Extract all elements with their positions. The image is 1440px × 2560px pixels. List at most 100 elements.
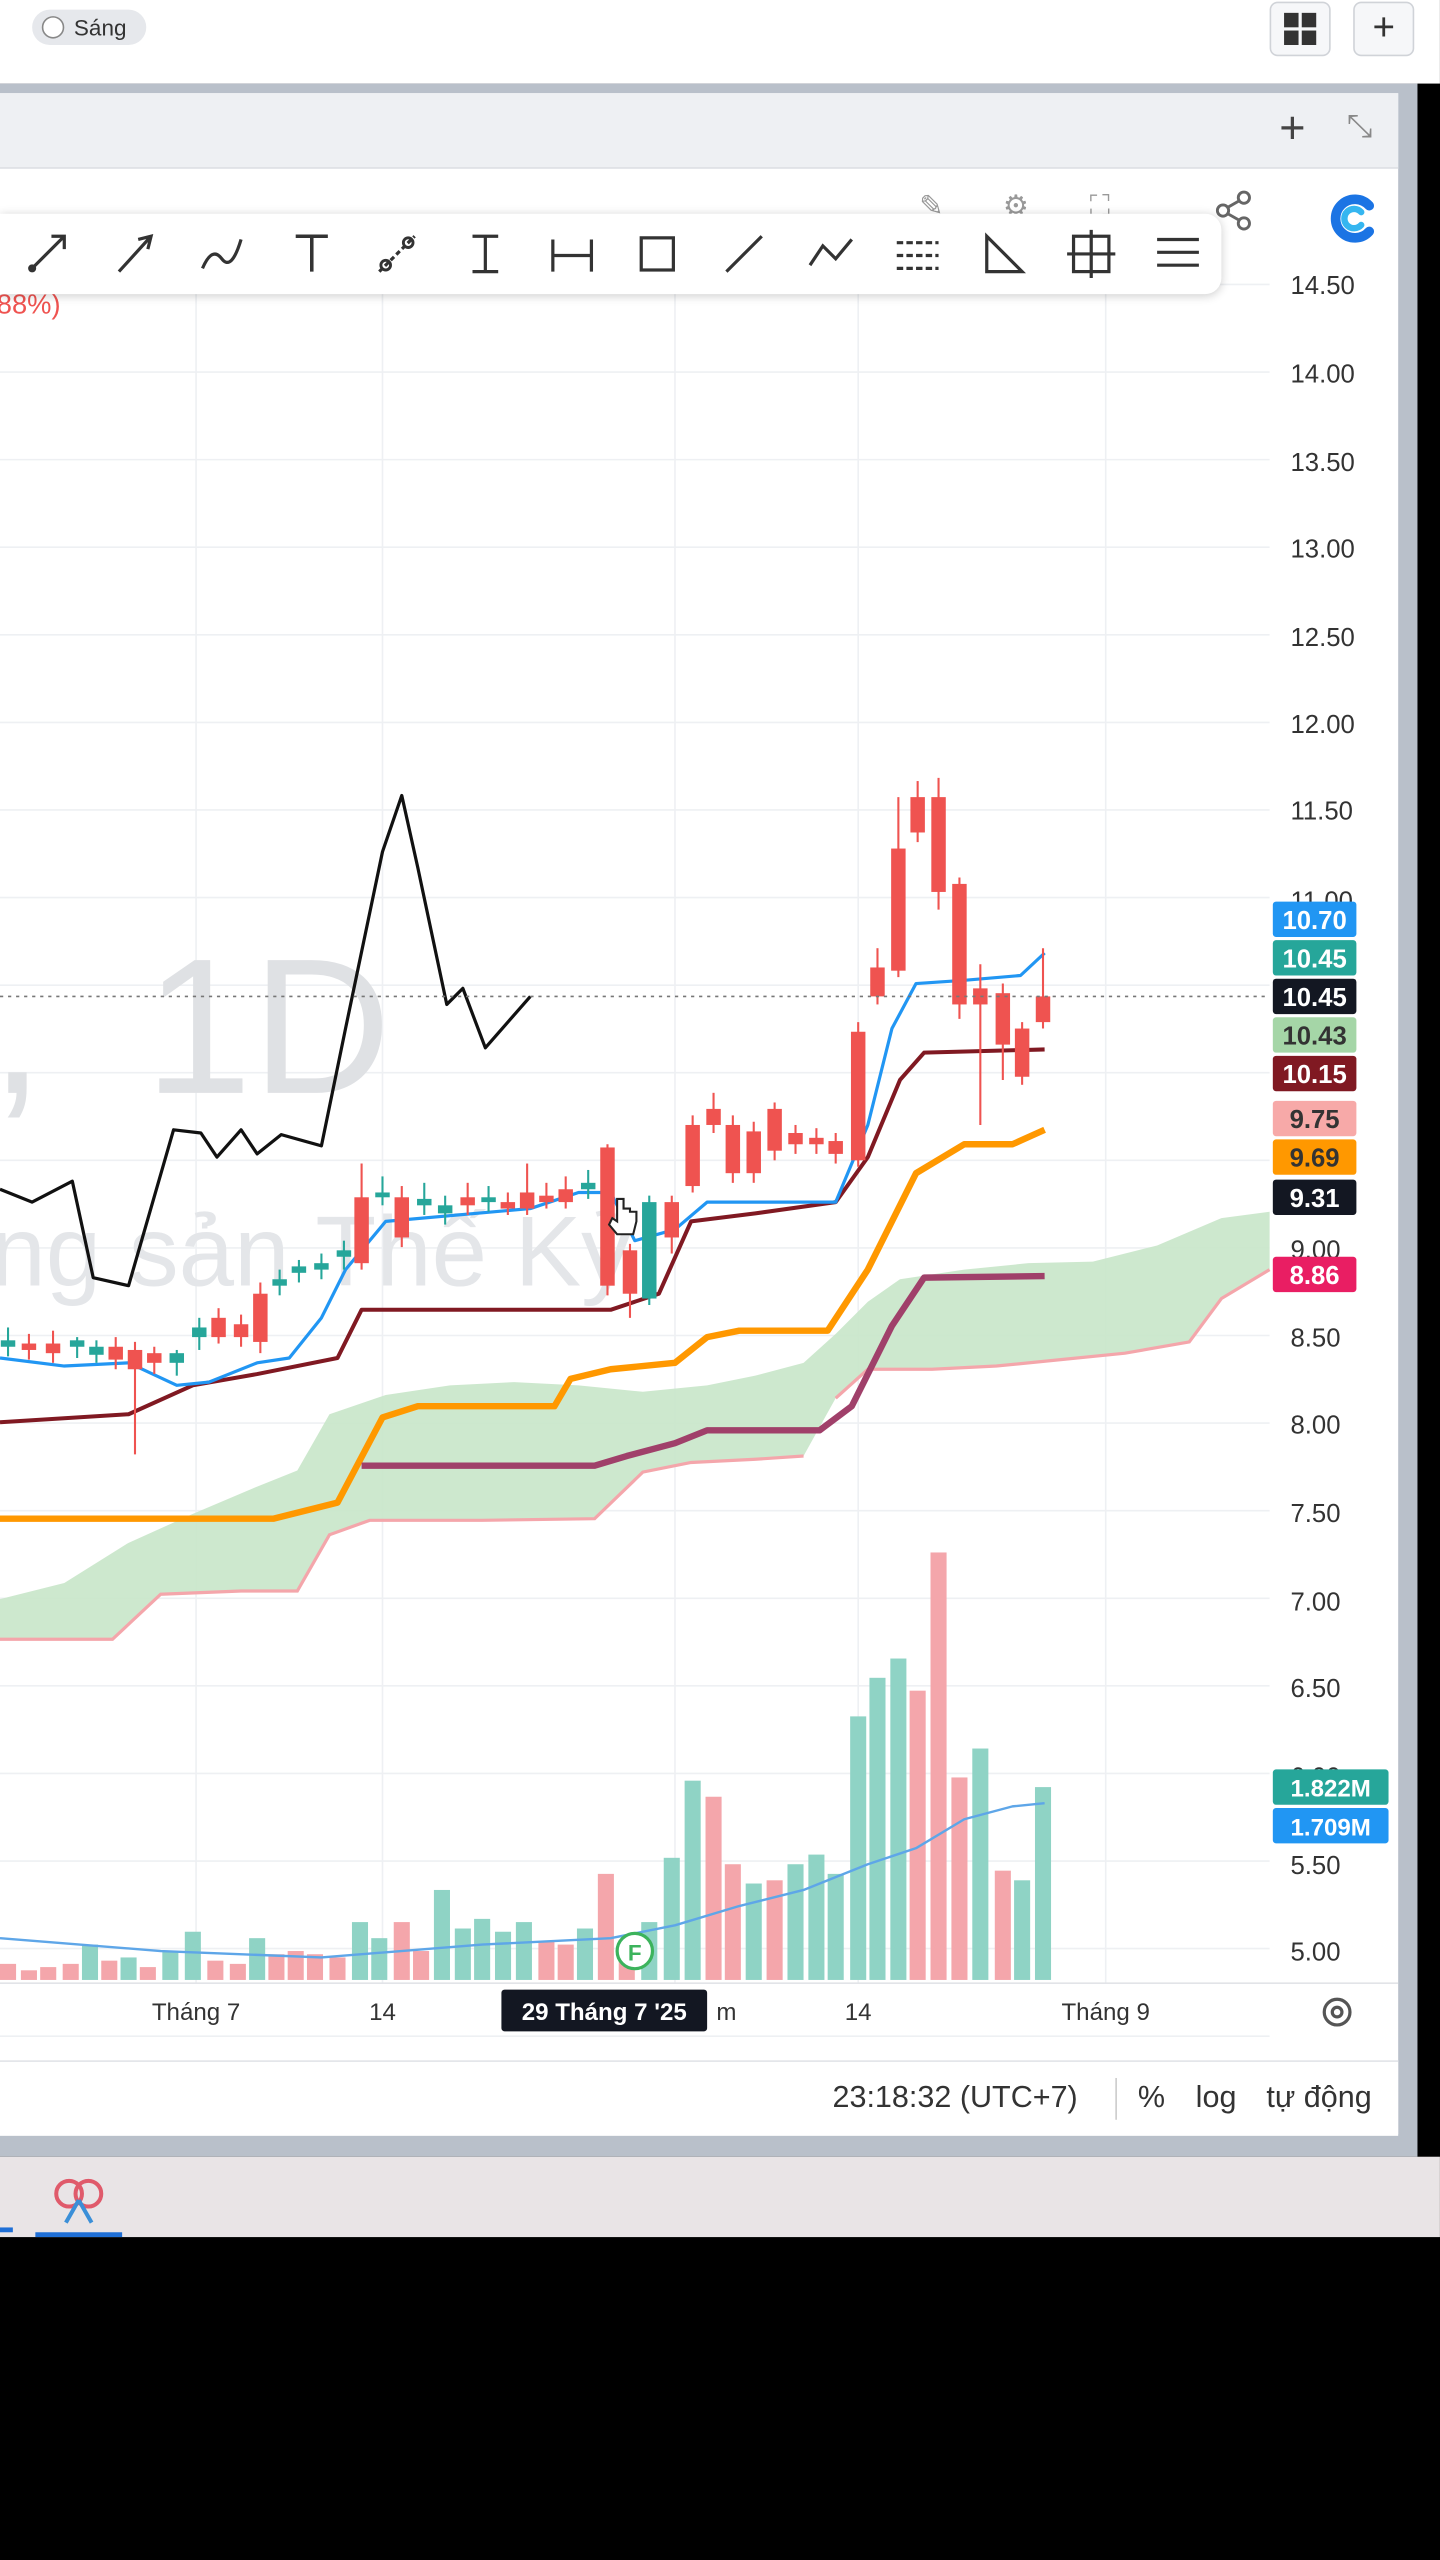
- candle-body: [809, 1137, 824, 1145]
- drawing-toolbar: [0, 213, 1222, 295]
- polyline-tool-icon[interactable]: [804, 227, 862, 282]
- trend-angle-tool-icon[interactable]: [370, 227, 428, 282]
- candle-body: [169, 1353, 185, 1363]
- horizontal-measure-tool-icon[interactable]: [543, 227, 601, 282]
- volume-bar: [850, 1716, 867, 1980]
- layout-grid-button[interactable]: [1269, 1, 1331, 57]
- plus-icon: +: [1372, 6, 1395, 50]
- channel-tool-icon[interactable]: [890, 227, 948, 282]
- volume-bar: [139, 1967, 156, 1980]
- collapse-icon[interactable]: ⤡: [1346, 109, 1373, 145]
- chart-footer: 23:18:32 (UTC+7) % log tự động: [0, 2060, 1399, 2136]
- volume-bar: [101, 1960, 118, 1980]
- candle-body: [539, 1195, 554, 1203]
- volume-bar: [827, 1873, 844, 1980]
- price-badge-label: 9.75: [1290, 1106, 1340, 1134]
- candle-body: [336, 1250, 352, 1257]
- menu-tool-icon[interactable]: [1151, 227, 1209, 282]
- axis-settings-icon: [1322, 1997, 1352, 2027]
- price-scale-label: 8.50: [1291, 1325, 1341, 1353]
- arrow-line-tool-icon[interactable]: [109, 227, 167, 282]
- volume-bar: [869, 1677, 886, 1980]
- price-scale-label: 7.50: [1291, 1500, 1341, 1528]
- price-chart[interactable]: 1D,ng sản Thế Kỷ88%)F14.5014.0013.5013.0…: [0, 93, 1399, 2060]
- candle-body: [417, 1198, 432, 1206]
- candle-body: [45, 1343, 61, 1354]
- volume-bar: [1034, 1787, 1052, 1980]
- price-badge: [1272, 1055, 1357, 1092]
- volume-bar: [951, 1777, 968, 1980]
- volume-bar: [433, 1889, 450, 1980]
- candle-body: [394, 1197, 410, 1238]
- volume-bar: [930, 1552, 947, 1980]
- theme-toggle[interactable]: Sáng: [32, 9, 146, 45]
- candle-body: [995, 993, 1011, 1045]
- price-badge-label: 10.70: [1282, 907, 1346, 935]
- gear-hub: [1330, 2005, 1344, 2019]
- candle-body: [147, 1353, 162, 1363]
- clock: 23:18:32 (UTC+7): [832, 2081, 1078, 2115]
- price-scale-label: 7.00: [1291, 1588, 1341, 1616]
- price-scale-label: 12.00: [1291, 711, 1355, 739]
- volume-bar: [306, 1954, 324, 1980]
- price-badge-label: 10.45: [1282, 945, 1346, 973]
- triangle-tool-icon[interactable]: [977, 227, 1035, 282]
- hidden-fullscreen-icon: ⛶: [1089, 189, 1110, 222]
- volume-bar: [663, 1857, 680, 1980]
- volume-badge-label: 1.822M: [1290, 1776, 1370, 1803]
- volume-bar: [705, 1796, 722, 1980]
- add-chart-plus-icon[interactable]: +: [1279, 102, 1306, 153]
- volume-bar: [351, 1922, 369, 1980]
- arrow-draw-tool-icon[interactable]: [22, 227, 80, 282]
- theme-toggle-label: Sáng: [73, 14, 127, 41]
- vertical-measure-tool-icon[interactable]: [456, 227, 514, 282]
- candle-body: [600, 1147, 615, 1286]
- rectangle-tool-icon[interactable]: [630, 227, 688, 282]
- share-icon[interactable]: [1215, 190, 1254, 240]
- candle-body: [500, 1202, 516, 1209]
- crosshair-tool-icon[interactable]: [1064, 227, 1122, 282]
- volume-badge: [1272, 1807, 1389, 1844]
- taskbar-indicator: [0, 2227, 13, 2233]
- senkou-span-b-left: [0, 1454, 804, 1641]
- candle-body: [558, 1189, 573, 1203]
- price-badge: [1272, 1179, 1357, 1215]
- orange-line: [0, 1126, 1046, 1522]
- candle-body: [233, 1324, 249, 1338]
- candle-body: [580, 1182, 596, 1190]
- taskbar-app[interactable]: [35, 2163, 123, 2238]
- candle-body: [1014, 1028, 1030, 1077]
- cursor-shape: [607, 1197, 638, 1236]
- line-tool-icon[interactable]: [717, 227, 775, 282]
- price-badge-label: 9.69: [1290, 1145, 1340, 1173]
- price-scale-label: 8.00: [1291, 1412, 1341, 1440]
- text-tool-icon[interactable]: [283, 227, 341, 282]
- time-axis-label: m: [716, 1999, 736, 2026]
- volume-bar: [62, 1963, 79, 1980]
- candle-body: [725, 1124, 741, 1174]
- price-scale-label: 5.50: [1291, 1852, 1341, 1880]
- add-button[interactable]: +: [1353, 1, 1415, 57]
- brush-tool-icon[interactable]: [196, 227, 254, 282]
- candle-body: [952, 883, 967, 1005]
- candle-body: [481, 1197, 496, 1203]
- volume-bar: [808, 1854, 825, 1980]
- volume-badge-label: 1.709M: [1290, 1814, 1370, 1841]
- broker-logo[interactable]: [1317, 189, 1389, 248]
- candle-body: [89, 1346, 104, 1355]
- price-scale-label: 14.50: [1291, 272, 1355, 300]
- auto-scale-button[interactable]: tự động: [1266, 2081, 1372, 2115]
- candle-body: [746, 1131, 761, 1174]
- chart-window: + ⤡ 1D,ng sản Thế Kỷ88%)F14.5014.0013.50…: [0, 93, 1399, 2136]
- volume-bar: [538, 1941, 555, 1980]
- percent-scale-button[interactable]: %: [1137, 2081, 1165, 2115]
- candle-body: [1035, 996, 1051, 1023]
- candle-body: [706, 1108, 721, 1125]
- volume-bar: [40, 1967, 57, 1980]
- volume-bar: [454, 1928, 471, 1980]
- log-scale-button[interactable]: log: [1195, 2081, 1237, 2115]
- candle-body: [850, 1031, 866, 1161]
- price-badge: [1272, 1256, 1357, 1293]
- gear-ring: [1322, 1997, 1352, 2027]
- volume-bar: [994, 1870, 1011, 1980]
